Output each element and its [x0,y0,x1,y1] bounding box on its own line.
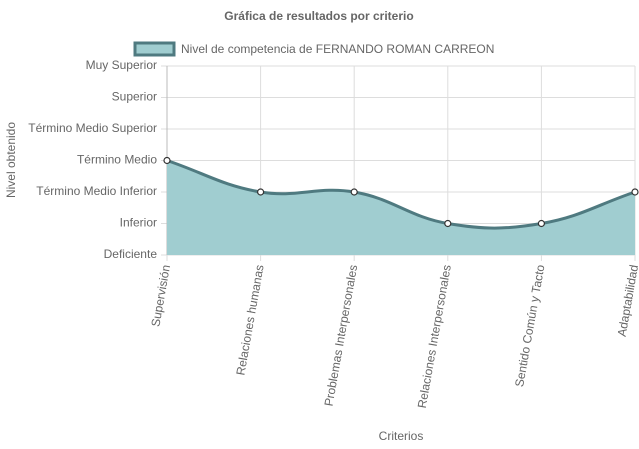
chart-title: Gráfica de resultados por criterio [224,9,413,23]
y-tick-label: Término Medio Inferior [36,184,157,198]
legend-swatch [133,41,176,57]
y-tick-label: Término Medio [77,153,157,167]
point [631,188,639,196]
x-tick-label: Relaciones humanas [233,264,266,377]
x-axis-title: Criterios [379,429,424,443]
x-tick-label: Relaciones Interpersonales [415,264,454,410]
point [257,188,265,196]
point [350,188,358,196]
x-tick-label: Supervisión [148,264,173,328]
line [166,159,636,230]
x-tick-label: Problemas Interpersonales [322,264,361,408]
point [163,156,171,165]
y-tick-label: Término Medio Superior [28,121,157,135]
y-tick-label: Inferior [120,216,157,230]
x-tick-label: Sentido Común y Tacto [512,263,547,388]
legend-label: Nivel de competencia de FERNANDO ROMAN C… [181,42,494,56]
y-tick-label: Muy Superior [86,58,157,72]
y-tick-label: Deficiente [104,247,158,261]
point [537,219,546,228]
point [444,219,452,228]
y-axis-title: Nivel obtenido [4,122,18,198]
y-tick-label: Superior [112,90,157,104]
x-tick-label: Adaptabilidad [615,264,639,338]
